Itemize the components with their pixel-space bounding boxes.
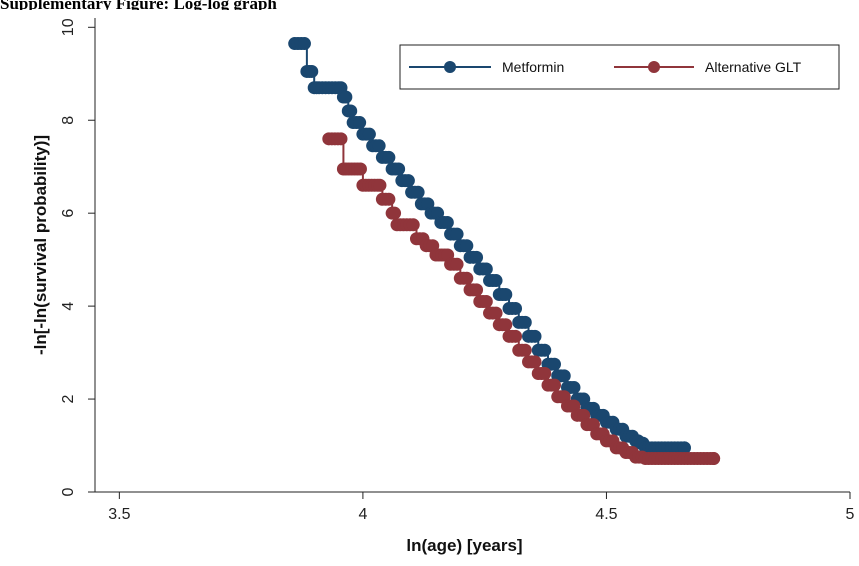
axes: 3.5 4 4.5 5 0 2 4 6 8 10 ln(age) [years] -ln[-ln(su…	[31, 18, 855, 555]
data-point	[353, 162, 367, 176]
data-point	[509, 329, 523, 343]
data-point	[339, 90, 353, 104]
data-point	[509, 301, 523, 315]
data-point	[382, 150, 396, 164]
data-point	[479, 294, 493, 308]
data-point	[401, 174, 415, 188]
legend-marker	[648, 61, 660, 73]
legend-item: Alternative GLT	[614, 59, 802, 75]
legend: Metformin Alternative GLT	[399, 44, 840, 90]
x-tick-label: 4	[358, 506, 367, 523]
data-point	[406, 218, 420, 232]
data-point	[707, 452, 721, 466]
data-point	[538, 343, 552, 357]
data-point	[297, 37, 311, 51]
data-point	[305, 64, 319, 78]
x-tick-label: 4.5	[595, 506, 617, 523]
data-point	[528, 329, 542, 343]
data-point	[373, 178, 387, 192]
legend-label: Metformin	[502, 59, 564, 75]
data-point	[382, 192, 396, 206]
x-axis-title: ln(age) [years]	[406, 536, 522, 555]
series-metformin	[288, 37, 691, 455]
y-tick-label: 6	[60, 209, 77, 218]
data-point	[450, 227, 464, 241]
data-point	[344, 104, 358, 118]
data-point	[557, 369, 571, 383]
data-point	[470, 283, 484, 297]
data-point	[460, 239, 474, 253]
figure-title: Supplementary Figure: Log-log graph	[0, 0, 277, 10]
series-layer	[288, 37, 721, 466]
data-point	[470, 250, 484, 264]
data-point	[479, 262, 493, 276]
data-point	[677, 441, 691, 455]
series-line	[294, 42, 685, 449]
y-tick-label: 0	[60, 487, 77, 496]
series-alternative-glt	[322, 132, 721, 466]
data-point	[372, 139, 386, 153]
data-point	[460, 271, 474, 285]
series-line	[328, 137, 714, 460]
data-point	[499, 288, 513, 301]
y-tick-label: 4	[60, 302, 77, 311]
data-point	[450, 257, 464, 271]
y-axis-title: -ln[-ln(survival probability)]	[31, 135, 50, 355]
data-point	[547, 378, 561, 392]
legend-label: Alternative GLT	[705, 59, 802, 75]
legend-item: Metformin	[409, 59, 564, 75]
data-point	[411, 185, 425, 199]
x-tick-label: 3.5	[108, 506, 130, 523]
data-point	[538, 367, 552, 380]
data-point	[518, 315, 532, 329]
data-point	[528, 355, 542, 369]
data-point	[499, 318, 513, 332]
data-point	[567, 380, 581, 394]
data-point	[440, 215, 454, 229]
data-point	[489, 274, 503, 288]
data-point	[547, 357, 561, 371]
y-tick-label: 10	[60, 18, 77, 36]
data-point	[388, 206, 402, 220]
legend-marker	[444, 61, 456, 73]
data-point	[334, 132, 348, 146]
data-point	[392, 162, 406, 176]
y-tick-label: 2	[60, 395, 77, 404]
x-tick-label: 5	[846, 506, 855, 523]
data-point	[353, 116, 367, 130]
data-point	[489, 306, 503, 320]
y-tick-label: 8	[60, 116, 77, 125]
data-point	[362, 127, 376, 141]
data-point	[518, 343, 532, 357]
